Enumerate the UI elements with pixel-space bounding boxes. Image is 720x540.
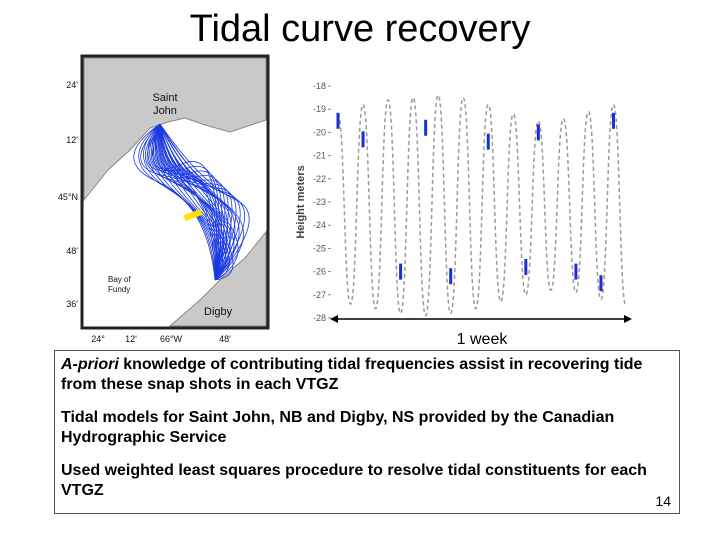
paragraph: Tidal models for Saint John, NB and Digb… <box>61 408 673 448</box>
place-label: Saint <box>152 92 177 104</box>
ship-tracks <box>133 123 250 281</box>
y-tick-label: -27 <box>313 290 326 300</box>
track <box>154 123 220 281</box>
lat-label: 48' <box>66 246 78 256</box>
snapshot <box>399 263 403 280</box>
lat-label: 24' <box>66 80 78 90</box>
snapshot <box>536 124 540 141</box>
lon-label: 66°W <box>160 334 183 344</box>
text-run: Used weighted least squares procedure to… <box>61 462 647 499</box>
track <box>159 123 241 281</box>
y-axis-label: Height meters <box>295 165 307 238</box>
text-box: A-priori knowledge of contributing tidal… <box>54 350 680 514</box>
track <box>143 123 216 281</box>
snapshot <box>449 268 453 285</box>
snapshot <box>599 275 603 292</box>
lon-label: 24° <box>91 334 105 344</box>
track <box>133 123 216 281</box>
track <box>152 123 218 281</box>
paragraphs: A-priori knowledge of contributing tidal… <box>61 355 673 501</box>
track <box>159 123 227 281</box>
snapshot <box>574 263 578 280</box>
tide-chart: -18 -19 -20 -21 -22 -23 -24 -25 -26 -27 -28 Height … <box>295 81 632 348</box>
land-south <box>168 230 267 327</box>
snapshot <box>611 112 615 129</box>
paragraph: Used weighted least squares procedure to… <box>61 461 673 501</box>
lat-label: 12' <box>66 135 78 145</box>
snapshot <box>424 119 428 136</box>
snapshot <box>336 112 340 129</box>
track <box>158 123 223 281</box>
paragraph: A-priori knowledge of contributing tidal… <box>61 355 673 395</box>
track <box>144 123 216 281</box>
y-tick-label: -25 <box>313 243 326 253</box>
snapshot <box>361 131 365 148</box>
place-label: Digby <box>204 306 233 318</box>
track <box>140 123 216 281</box>
y-tick-label: -19 <box>313 104 326 114</box>
page-number: 14 <box>655 493 671 509</box>
text-run: Tidal models for Saint John, NB and Digb… <box>61 409 615 446</box>
annotation: 1 week <box>457 331 509 348</box>
track <box>159 123 226 281</box>
land-north <box>83 57 267 202</box>
y-tick-label: -18 <box>313 81 326 91</box>
lat-label: 45°N <box>58 192 78 202</box>
track <box>156 123 220 281</box>
text-run: knowledge of contributing tidal frequenc… <box>61 356 643 393</box>
slide-title: Tidal curve recovery <box>189 8 531 50</box>
y-tick-label: -23 <box>313 197 326 207</box>
track <box>159 123 250 281</box>
text-run: A-priori <box>61 356 119 373</box>
lon-label: 12' <box>125 334 137 344</box>
lat-label: 36' <box>66 299 78 309</box>
place-label: Fundy <box>108 285 130 294</box>
place-label: Bay of <box>108 275 131 284</box>
y-tick-label: -21 <box>313 151 326 161</box>
vtgz-marker <box>183 209 203 221</box>
y-tick-label: -20 <box>313 127 326 137</box>
track <box>159 123 229 281</box>
track <box>146 123 216 281</box>
y-tick-label: -22 <box>313 174 326 184</box>
tide-curve <box>337 94 627 317</box>
y-tick-label: -26 <box>313 267 326 277</box>
snapshot <box>486 133 490 150</box>
y-tick-label: -28 <box>313 313 326 323</box>
track <box>159 123 225 281</box>
track <box>159 123 245 281</box>
place-label: John <box>153 105 177 117</box>
y-tick-label: -24 <box>313 220 326 230</box>
track <box>159 123 237 281</box>
snapshot <box>524 258 528 275</box>
lon-label: 48' <box>219 334 231 344</box>
